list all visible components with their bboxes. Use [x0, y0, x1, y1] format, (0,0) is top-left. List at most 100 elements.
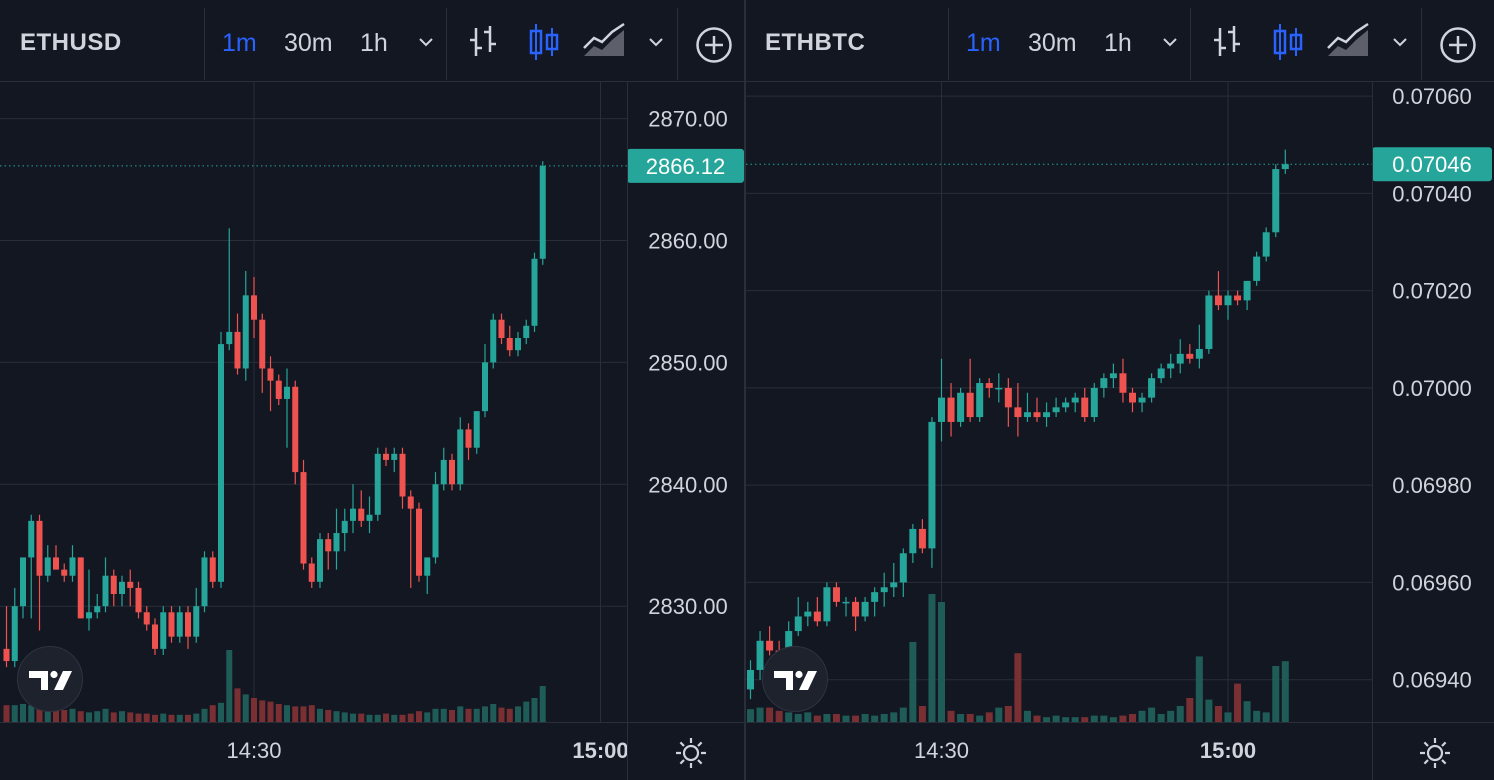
candle-body: [20, 557, 26, 607]
volume-bar: [1224, 712, 1232, 722]
candle-body: [785, 631, 793, 661]
volume-bar: [1272, 666, 1280, 722]
candle: [473, 411, 480, 454]
add-circle-icon[interactable]: [695, 26, 733, 64]
timeframe-1h[interactable]: 1h: [1104, 29, 1132, 57]
candle: [242, 270, 249, 381]
chevron-down-icon[interactable]: [646, 32, 666, 52]
candle: [1119, 358, 1127, 403]
time-tick-label: 15:00: [572, 738, 627, 763]
chart-panel-ethusd: ETHUSD 1m 30m 1h 2870.00 2860.00 2850.00 28…: [0, 0, 746, 780]
volume-bar: [871, 715, 879, 722]
candle: [432, 472, 439, 564]
candle: [325, 533, 332, 570]
candlestick-icon[interactable]: [1270, 22, 1306, 62]
candle: [292, 380, 299, 485]
candle: [1176, 339, 1184, 374]
volume-bar: [110, 712, 117, 722]
chevron-down-icon[interactable]: [416, 32, 436, 52]
candle: [1157, 363, 1165, 384]
candle: [1014, 383, 1022, 437]
bar-chart-icon[interactable]: [466, 22, 502, 62]
timeframe-30m[interactable]: 30m: [1028, 29, 1077, 57]
candle: [185, 606, 191, 649]
candle-body: [756, 640, 764, 670]
volume-bar: [1243, 701, 1251, 722]
volume-bar: [407, 713, 414, 722]
bar-chart-icon[interactable]: [1210, 22, 1246, 62]
settings-gear-icon[interactable]: [673, 735, 709, 771]
candle: [275, 374, 282, 406]
candle-body: [1176, 353, 1184, 364]
tradingview-logo-icon: [774, 670, 817, 690]
candlestick-icon[interactable]: [526, 22, 562, 62]
volume-bar: [490, 704, 497, 722]
candle-body: [193, 606, 200, 637]
volume-bar: [1214, 706, 1222, 722]
candle: [267, 356, 274, 412]
candle-body: [1043, 412, 1051, 418]
candle-body: [119, 581, 125, 594]
candle-body: [152, 624, 158, 649]
candle: [284, 368, 290, 448]
candle-body: [366, 514, 373, 521]
candle-body: [160, 612, 167, 649]
candlestick-chart[interactable]: 0.07060 0.07040 0.07020 0.07000 0.06980 0.069…: [746, 82, 1494, 722]
price-axis-divider: [627, 82, 628, 780]
symbol-label[interactable]: ETHBTC: [765, 29, 866, 56]
candle: [1205, 290, 1213, 354]
volume-bar: [341, 712, 348, 722]
candle: [1272, 164, 1280, 238]
volume-bar: [756, 707, 764, 722]
candle: [53, 545, 59, 570]
symbol-label[interactable]: ETHUSD: [20, 29, 122, 56]
candle-body: [1138, 397, 1146, 403]
toolbar-divider: [1190, 8, 1191, 80]
volume-bar: [842, 715, 850, 722]
volume-bar: [77, 711, 84, 722]
candle: [416, 502, 422, 582]
candle: [1262, 227, 1270, 262]
volume-bar: [1100, 715, 1108, 722]
candle: [234, 313, 241, 375]
timeframe-1m[interactable]: 1m: [966, 29, 1001, 57]
candle-body: [44, 557, 51, 576]
volume-bar: [28, 705, 35, 722]
candle-body: [234, 331, 241, 369]
volume-bar: [813, 715, 821, 722]
candle: [498, 313, 505, 345]
candle-body: [1262, 232, 1270, 257]
chevron-down-icon[interactable]: [1390, 32, 1410, 52]
chevron-down-icon[interactable]: [1160, 32, 1180, 52]
price-tick-label: 2850.00: [648, 350, 728, 375]
candle-body: [766, 640, 774, 651]
volume-bar: [804, 712, 812, 722]
tradingview-logo[interactable]: [17, 646, 83, 712]
candle: [86, 569, 92, 631]
candle-body: [1062, 402, 1070, 408]
timeframe-1m[interactable]: 1m: [222, 29, 257, 57]
volume-bar: [391, 714, 398, 722]
volume-bar: [449, 710, 455, 722]
candlestick-chart[interactable]: 2870.00 2860.00 2850.00 2840.00 2830.00 2866.…: [0, 82, 746, 722]
tradingview-logo[interactable]: [762, 646, 828, 712]
area-chart-icon[interactable]: [582, 22, 626, 62]
area-chart-icon[interactable]: [1326, 22, 1370, 62]
candle-body: [947, 397, 955, 422]
timeframe-1h[interactable]: 1h: [360, 29, 388, 57]
candle-body: [1100, 378, 1108, 388]
candle: [317, 533, 323, 588]
timeframe-30m[interactable]: 30m: [284, 29, 333, 57]
candle: [823, 582, 831, 627]
volume-bar: [1033, 715, 1041, 722]
volume-bar: [284, 705, 290, 722]
candle: [1043, 402, 1051, 427]
add-circle-icon[interactable]: [1439, 26, 1477, 64]
candle-body: [242, 295, 249, 369]
settings-gear-icon[interactable]: [1417, 735, 1453, 771]
candle: [947, 383, 955, 437]
candle-body: [374, 453, 381, 515]
volume-bar: [523, 701, 530, 722]
volume-bar: [747, 709, 754, 722]
candle-body: [440, 459, 447, 485]
